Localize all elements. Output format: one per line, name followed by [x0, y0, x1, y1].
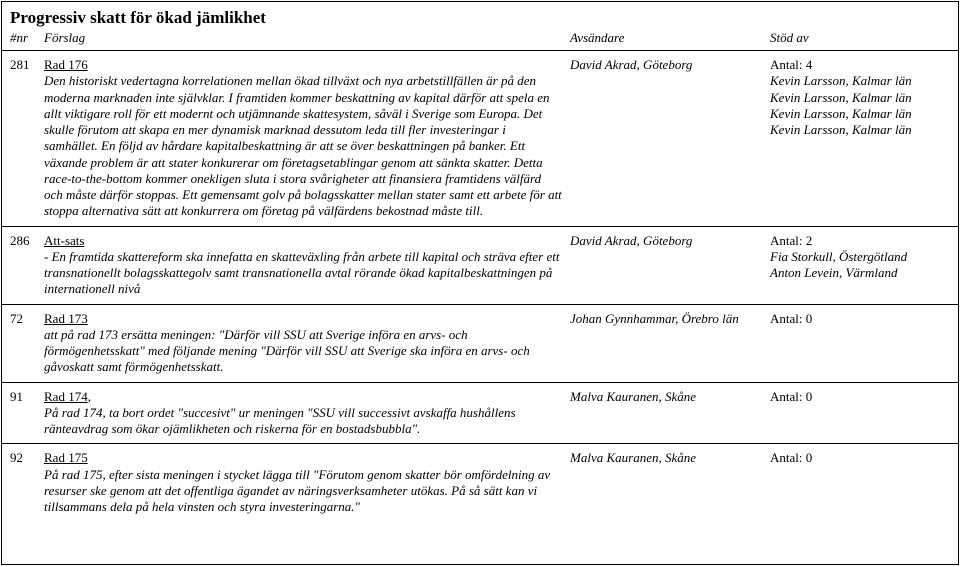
table-row: 91Rad 174,På rad 174, ta bort ordet "suc… [2, 383, 958, 445]
row-text: Rad 176Den historiskt vedertagna korrela… [44, 57, 570, 220]
row-text: Rad 173att på rad 173 ersätta meningen: … [44, 311, 570, 376]
row-heading: Rad 175 [44, 450, 562, 466]
row-nr: 92 [10, 450, 44, 515]
header-sender: Avsändare [570, 30, 770, 46]
row-heading: Att-sats [44, 233, 562, 249]
supporter: Kevin Larsson, Kalmar län [770, 122, 950, 138]
row-heading: Rad 173 [44, 311, 562, 327]
table-header: #nr Förslag Avsändare Stöd av [2, 30, 958, 51]
header-nr: #nr [10, 30, 44, 46]
row-body: att på rad 173 ersätta meningen: "Därför… [44, 327, 562, 376]
supporter: Anton Levein, Värmland [770, 265, 950, 281]
table-row: 72Rad 173att på rad 173 ersätta meningen… [2, 305, 958, 383]
support-list: Kevin Larsson, Kalmar länKevin Larsson, … [770, 73, 950, 138]
row-support: Antal: 0 [770, 450, 950, 515]
supporter: Fia Storkull, Östergötland [770, 249, 950, 265]
row-nr: 72 [10, 311, 44, 376]
supporter: Kevin Larsson, Kalmar län [770, 106, 950, 122]
row-sender: David Akrad, Göteborg [570, 233, 770, 298]
row-support: Antal: 0 [770, 389, 950, 438]
table-row: 92Rad 175På rad 175, efter sista meninge… [2, 444, 958, 521]
row-body: På rad 175, efter sista meningen i styck… [44, 467, 562, 516]
row-support: Antal: 4Kevin Larsson, Kalmar länKevin L… [770, 57, 950, 220]
support-count: Antal: 0 [770, 311, 950, 327]
row-support: Antal: 2Fia Storkull, ÖstergötlandAnton … [770, 233, 950, 298]
supporter: Kevin Larsson, Kalmar län [770, 73, 950, 89]
page-title: Progressiv skatt för ökad jämlikhet [2, 2, 958, 30]
support-list: Fia Storkull, ÖstergötlandAnton Levein, … [770, 249, 950, 282]
header-support: Stöd av [770, 30, 950, 46]
document-page: Progressiv skatt för ökad jämlikhet #nr … [1, 1, 959, 565]
table-row: 286Att-sats- En framtida skattereform sk… [2, 227, 958, 305]
row-sender: Malva Kauranen, Skåne [570, 389, 770, 438]
supporter: Kevin Larsson, Kalmar län [770, 90, 950, 106]
row-text: Rad 174,På rad 174, ta bort ordet "succe… [44, 389, 570, 438]
table-row: 281Rad 176Den historiskt vedertagna korr… [2, 51, 958, 227]
row-nr: 286 [10, 233, 44, 298]
row-support: Antal: 0 [770, 311, 950, 376]
header-proposal: Förslag [44, 30, 570, 46]
row-sender: Johan Gynnhammar, Örebro län [570, 311, 770, 376]
row-heading: Rad 174, [44, 389, 562, 405]
support-count: Antal: 4 [770, 57, 950, 73]
row-sender: Malva Kauranen, Skåne [570, 450, 770, 515]
row-text: Rad 175På rad 175, efter sista meningen … [44, 450, 570, 515]
row-sender: David Akrad, Göteborg [570, 57, 770, 220]
row-text: Att-sats- En framtida skattereform ska i… [44, 233, 570, 298]
row-body: På rad 174, ta bort ordet "succesivt" ur… [44, 405, 562, 438]
row-body: - En framtida skattereform ska innefatta… [44, 249, 562, 298]
row-nr: 91 [10, 389, 44, 438]
support-count: Antal: 0 [770, 389, 950, 405]
support-count: Antal: 0 [770, 450, 950, 466]
row-heading: Rad 176 [44, 57, 562, 73]
table-body: 281Rad 176Den historiskt vedertagna korr… [2, 51, 958, 521]
row-body: Den historiskt vedertagna korrelationen … [44, 73, 562, 219]
row-nr: 281 [10, 57, 44, 220]
support-count: Antal: 2 [770, 233, 950, 249]
